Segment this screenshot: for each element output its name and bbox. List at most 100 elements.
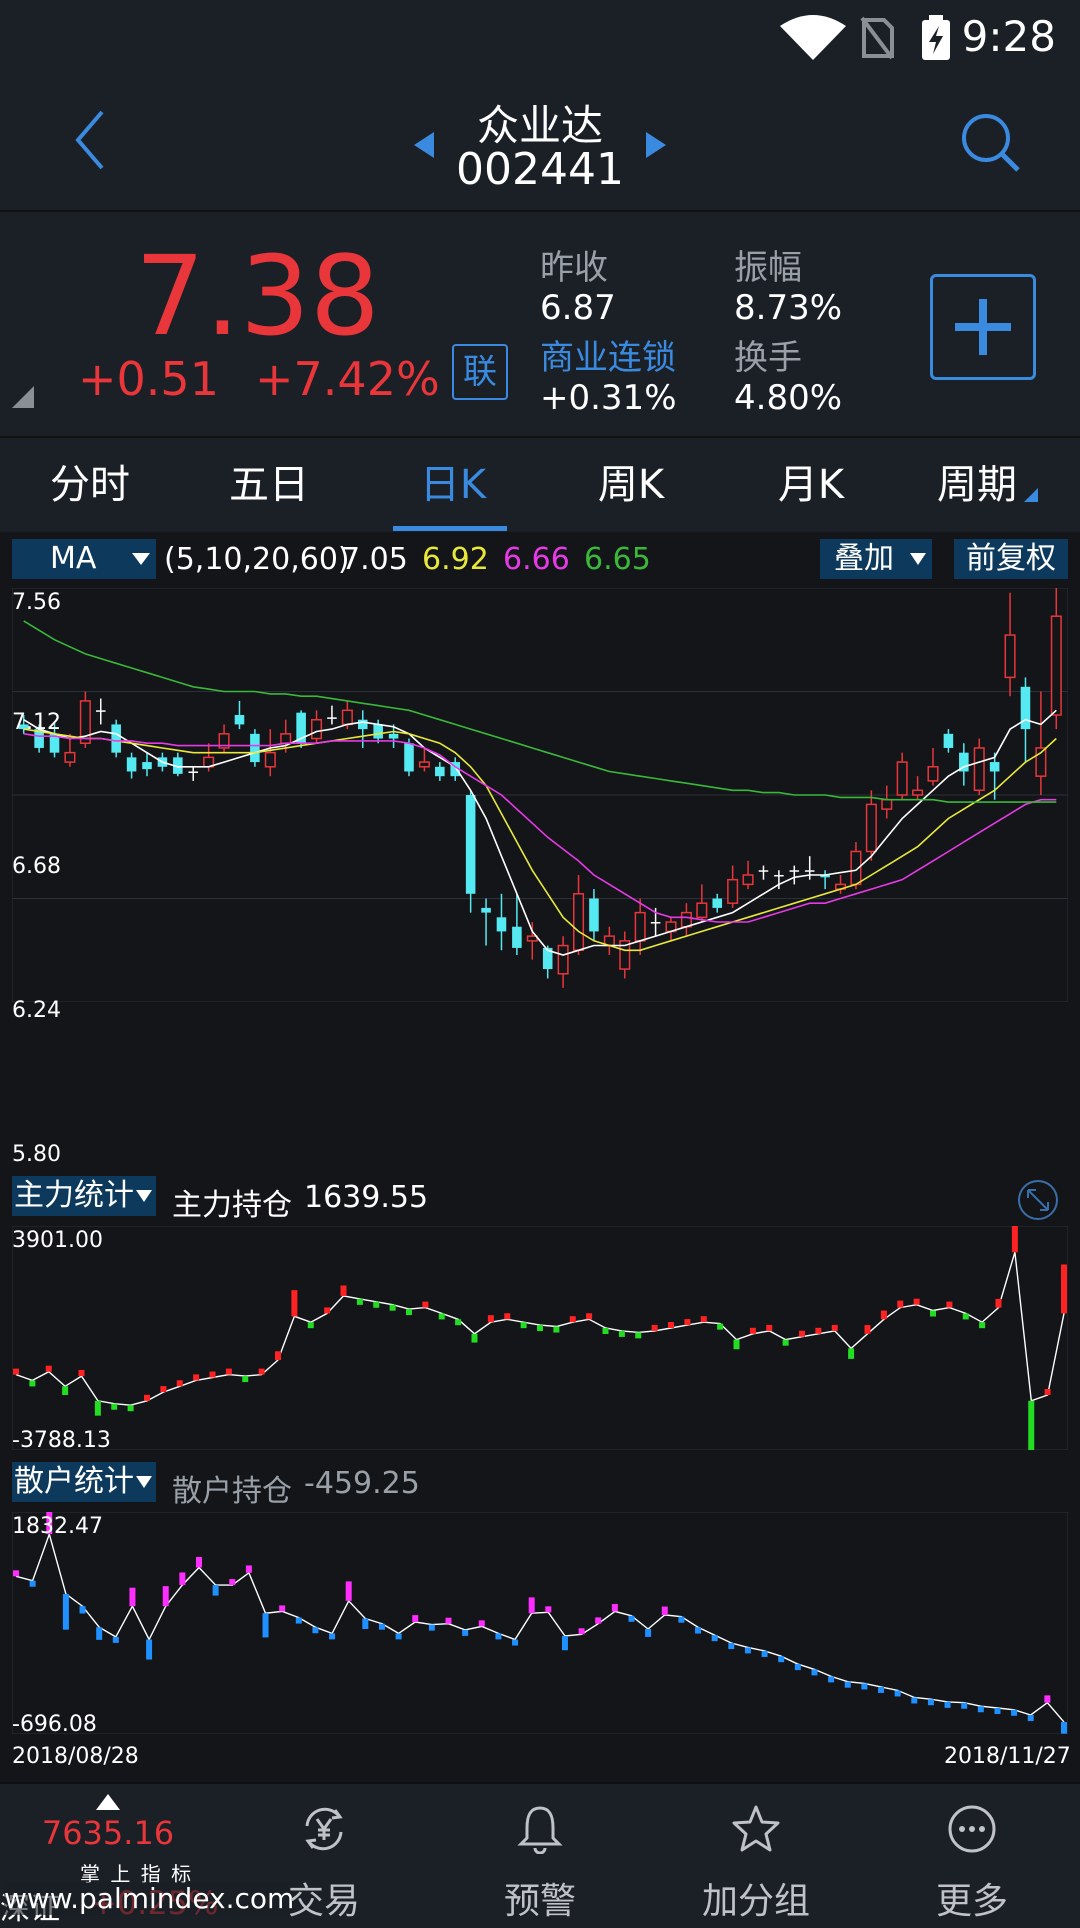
candle-body-60 (943, 733, 954, 748)
main-force-bar-13 (225, 1368, 232, 1375)
main-force-bar-6 (111, 1403, 118, 1410)
candle-body-39 (619, 940, 631, 970)
main-force-indicator-select[interactable]: 主力统计 (12, 1176, 156, 1216)
tab-five-day[interactable]: 五日 (229, 462, 309, 508)
candle-body-56 (881, 798, 893, 810)
retail-y-max: 1832.47 (12, 1514, 103, 1539)
main-force-bar-32 (537, 1325, 543, 1332)
main-force-bar-3 (62, 1386, 69, 1395)
plus-icon (955, 299, 1011, 355)
next-stock-icon[interactable] (644, 130, 668, 160)
retail-bar-2 (46, 1512, 53, 1535)
retail-bar-40 (678, 1616, 685, 1623)
main-force-bar-34 (569, 1316, 576, 1323)
tab-monthly-k[interactable]: 月K (777, 462, 845, 508)
main-force-bar-31 (520, 1322, 527, 1329)
main-force-bar-16 (275, 1351, 281, 1361)
tab-daily-k[interactable]: 日K (419, 462, 487, 508)
ma-line-ma20 (23, 733, 1057, 923)
candle-body-31 (496, 917, 507, 932)
retail-bar-26 (445, 1617, 452, 1624)
retail-bar-59 (994, 1708, 1001, 1715)
main-force-bar-57 (946, 1301, 953, 1308)
retail-bar-52 (878, 1686, 885, 1693)
main-force-indicator-label: 主力统计 (14, 1178, 134, 1213)
nav-more[interactable]: 更多 (864, 1784, 1080, 1922)
main-force-bar-39 (651, 1324, 658, 1331)
ma-indicator-select[interactable]: MA (12, 539, 156, 579)
prev-stock-icon[interactable] (412, 130, 436, 160)
main-force-bar-54 (897, 1300, 904, 1308)
candle-body-10 (173, 757, 183, 774)
retail-bar-50 (844, 1681, 851, 1688)
main-force-bar-9 (160, 1386, 167, 1393)
index-ticker[interactable]: 7635.16 掌 上 指 标 +0.25% 深证 www.palmindex.… (0, 1784, 295, 1927)
candle-body-4 (79, 700, 91, 744)
nav-trade[interactable]: 交易 (216, 1784, 432, 1922)
retail-bar-38 (645, 1628, 652, 1637)
main-force-bar-10 (176, 1380, 183, 1387)
retail-bar-4 (79, 1606, 86, 1614)
retail-bar-3 (62, 1593, 69, 1630)
candle-body-43 (680, 911, 692, 928)
battery-charging-icon (922, 15, 950, 60)
retail-bar-55 (927, 1699, 934, 1706)
nav-alert[interactable]: 预警 (432, 1784, 648, 1922)
candle-body-2 (49, 733, 60, 753)
adjust-button[interactable]: 前复权 (954, 539, 1068, 579)
candle-body-18 (296, 712, 306, 744)
retail-bar-58 (977, 1706, 984, 1713)
sector-label[interactable]: 商业连锁 (540, 338, 676, 378)
quote-panel: 7.38 +0.51 +7.42% 联 昨收 6.87 商业连锁 +0.31% … (0, 212, 1080, 434)
retail-bar-13 (229, 1579, 236, 1586)
linked-badge[interactable]: 联 (452, 344, 508, 400)
retail-bar-27 (462, 1629, 469, 1636)
y-tick-3: 6.68 (12, 854, 61, 879)
retail-indicator-select[interactable]: 散户统计 (12, 1462, 156, 1502)
main-force-bar-51 (848, 1348, 855, 1359)
candle-body-40 (634, 911, 646, 942)
retail-bar-22 (378, 1623, 385, 1630)
main-force-chart[interactable] (12, 1226, 1068, 1450)
add-watchlist-button[interactable] (930, 274, 1036, 380)
candle-body-45 (712, 898, 723, 908)
candle-body-28 (450, 762, 461, 777)
candle-body-47 (742, 874, 754, 886)
price-change: +0.51 (78, 352, 219, 406)
ma60-value: 6.65 (584, 542, 651, 577)
retail-bar-47 (794, 1664, 801, 1671)
main-force-value: 1639.55 (304, 1180, 429, 1215)
search-icon[interactable] (958, 110, 1024, 176)
retail-bar-5 (96, 1627, 103, 1640)
tab-intraday[interactable]: 分时 (50, 462, 130, 508)
nav-add-group[interactable]: 加分组 (648, 1784, 864, 1922)
main-force-bar-26 (438, 1313, 445, 1320)
retail-bar-62 (1044, 1695, 1051, 1703)
back-icon[interactable] (70, 108, 110, 172)
retail-chart[interactable] (12, 1512, 1068, 1734)
main-force-bar-5 (94, 1400, 101, 1416)
retail-bar-30 (512, 1639, 519, 1646)
tab-period[interactable]: 周期 (937, 462, 1017, 508)
candlestick-chart[interactable] (12, 588, 1068, 1002)
y-tick-2: 7.12 (12, 710, 61, 735)
candle-body-50 (789, 870, 800, 872)
nav-add-group-label: 加分组 (701, 1881, 810, 1922)
tab-weekly-k[interactable]: 周K (597, 462, 665, 508)
main-force-bar-30 (504, 1313, 511, 1320)
main-force-y-min: -3788.13 (12, 1428, 111, 1453)
bottom-navigation: 7635.16 掌 上 指 标 +0.25% 深证 www.palmindex.… (0, 1782, 1080, 1927)
retail-bar-60 (1011, 1709, 1018, 1716)
y-tick-4: 6.24 (12, 998, 61, 1023)
main-force-y-max: 3901.00 (12, 1228, 103, 1253)
main-force-bar-24 (406, 1309, 412, 1316)
main-force-bar-23 (389, 1304, 396, 1311)
chevron-down-icon (136, 1476, 152, 1488)
overlay-button[interactable]: 叠加 (820, 539, 932, 579)
candle-body-3 (64, 751, 76, 763)
main-force-bar-21 (356, 1298, 363, 1305)
expand-icon[interactable] (1016, 1178, 1060, 1222)
retail-bar-21 (362, 1618, 369, 1629)
index-value: 7635.16 (41, 1814, 175, 1852)
retail-bar-15 (262, 1613, 269, 1638)
